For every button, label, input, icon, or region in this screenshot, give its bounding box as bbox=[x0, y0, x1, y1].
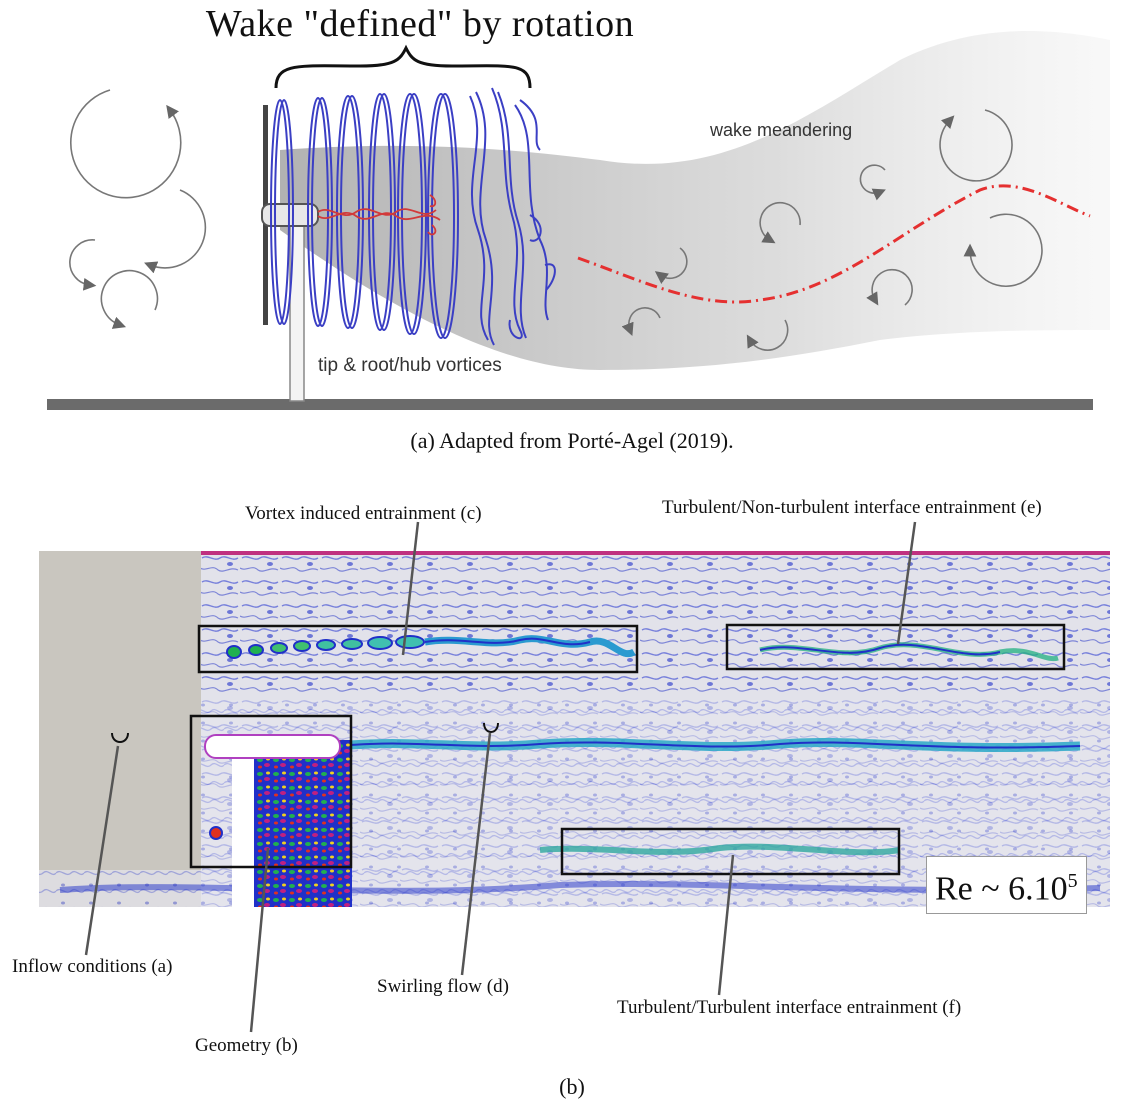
inflow-block bbox=[39, 551, 201, 907]
turbine-geometry bbox=[204, 734, 352, 907]
box-tnt-entrainment bbox=[725, 623, 1066, 671]
label-wake-meandering: wake meandering bbox=[710, 120, 853, 140]
panel-b-caption: (b) bbox=[559, 1074, 585, 1099]
label-tnt-entrainment: Turbulent/Non-turbulent interface entrai… bbox=[662, 497, 1042, 518]
reynolds-exponent: 5 bbox=[1067, 870, 1078, 892]
reynolds-number: Re ~ 6.10 bbox=[935, 870, 1068, 908]
ground-bar bbox=[47, 399, 1093, 410]
leader-lines bbox=[84, 521, 917, 1033]
wake-centerline bbox=[577, 184, 1091, 304]
box-geometry bbox=[189, 714, 353, 869]
swirl-marker bbox=[483, 722, 499, 733]
panel-a-caption: (a) Adapted from Porté-Agel (2019). bbox=[410, 428, 734, 453]
label-swirling-flow: Swirling flow (d) bbox=[377, 976, 509, 997]
wake-plume bbox=[280, 31, 1110, 371]
label-tip-root-vortices: tip & root/hub vortices bbox=[318, 355, 502, 376]
reynolds-number-box: Re ~ 6.105 bbox=[926, 856, 1087, 915]
label-geometry: Geometry (b) bbox=[195, 1035, 298, 1056]
panel-a-title: Wake "defined" by rotation bbox=[205, 3, 635, 45]
brace bbox=[274, 44, 532, 89]
label-tt-entrainment: Turbulent/Turbulent interface entrainmen… bbox=[617, 997, 962, 1018]
eddy-arrows bbox=[69, 89, 1043, 351]
inflow-marker bbox=[111, 732, 129, 743]
label-inflow-conditions: Inflow conditions (a) bbox=[12, 956, 173, 977]
box-vortex-entrainment bbox=[197, 624, 639, 674]
hub-vortex bbox=[317, 194, 441, 236]
label-vortex-entrainment: Vortex induced entrainment (c) bbox=[245, 503, 482, 524]
